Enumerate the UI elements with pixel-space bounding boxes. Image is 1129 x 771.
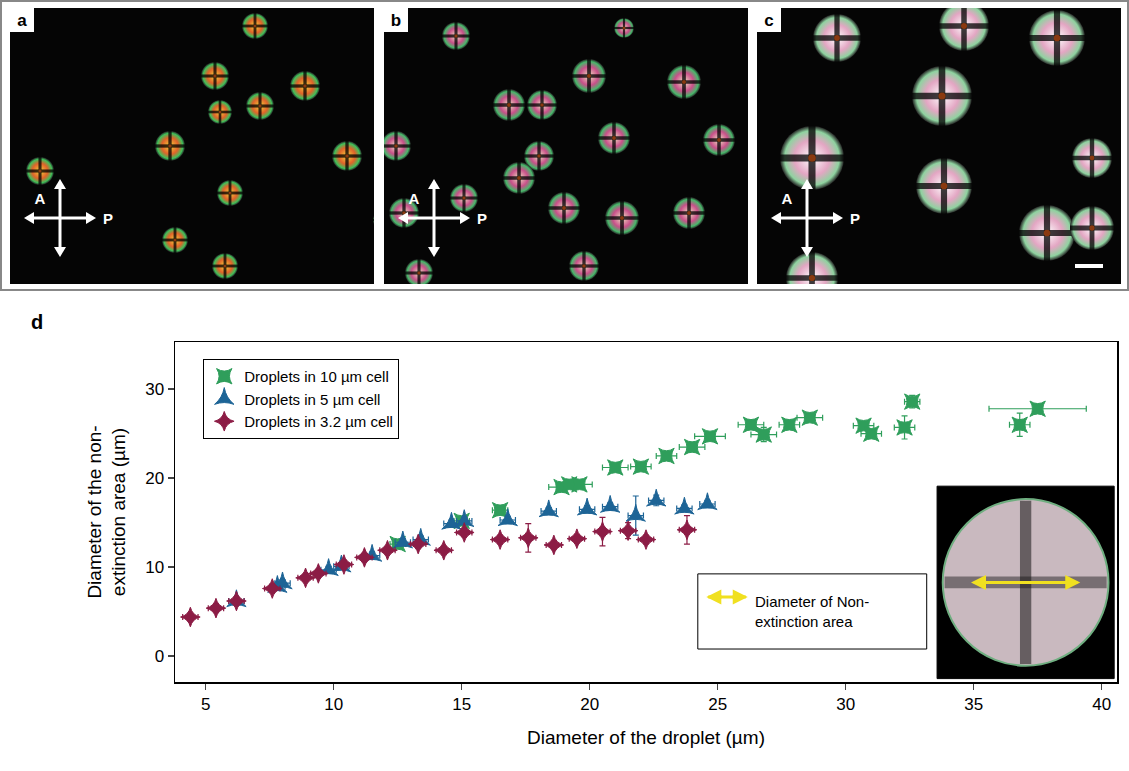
svg-text:10: 10	[324, 695, 343, 714]
svg-text:P: P	[850, 210, 860, 227]
svg-text:Diameter of Non-extinction are: Diameter of Non-extinction area	[755, 593, 869, 630]
svg-text:30: 30	[145, 380, 164, 399]
svg-text:Diameter of the non-extinction: Diameter of the non-extinction area (µm)	[84, 425, 130, 598]
svg-text:15: 15	[452, 695, 471, 714]
svg-text:P: P	[477, 210, 487, 227]
svg-text:10: 10	[145, 558, 164, 577]
svg-text:25: 25	[708, 695, 727, 714]
svg-text:c: c	[764, 11, 773, 30]
svg-text:A: A	[782, 190, 793, 207]
svg-text:40: 40	[1092, 695, 1111, 714]
svg-text:P: P	[103, 210, 113, 227]
svg-text:0: 0	[155, 647, 164, 666]
svg-text:35: 35	[964, 695, 983, 714]
svg-text:Diameter of the droplet (µm): Diameter of the droplet (µm)	[527, 727, 765, 748]
svg-text:20: 20	[580, 695, 599, 714]
svg-text:A: A	[35, 190, 46, 207]
svg-text:20: 20	[145, 469, 164, 488]
svg-text:d: d	[31, 311, 43, 333]
svg-text:Droplets in 10 µm cell: Droplets in 10 µm cell	[244, 368, 389, 385]
svg-text:A: A	[409, 190, 420, 207]
svg-text:30: 30	[836, 695, 855, 714]
svg-text:Droplets in 5 µm cell: Droplets in 5 µm cell	[244, 391, 380, 408]
svg-text:5: 5	[201, 695, 210, 714]
svg-text:b: b	[391, 11, 401, 30]
svg-text:a: a	[17, 11, 27, 30]
svg-text:Droplets in 3.2 µm cell: Droplets in 3.2 µm cell	[244, 413, 393, 430]
